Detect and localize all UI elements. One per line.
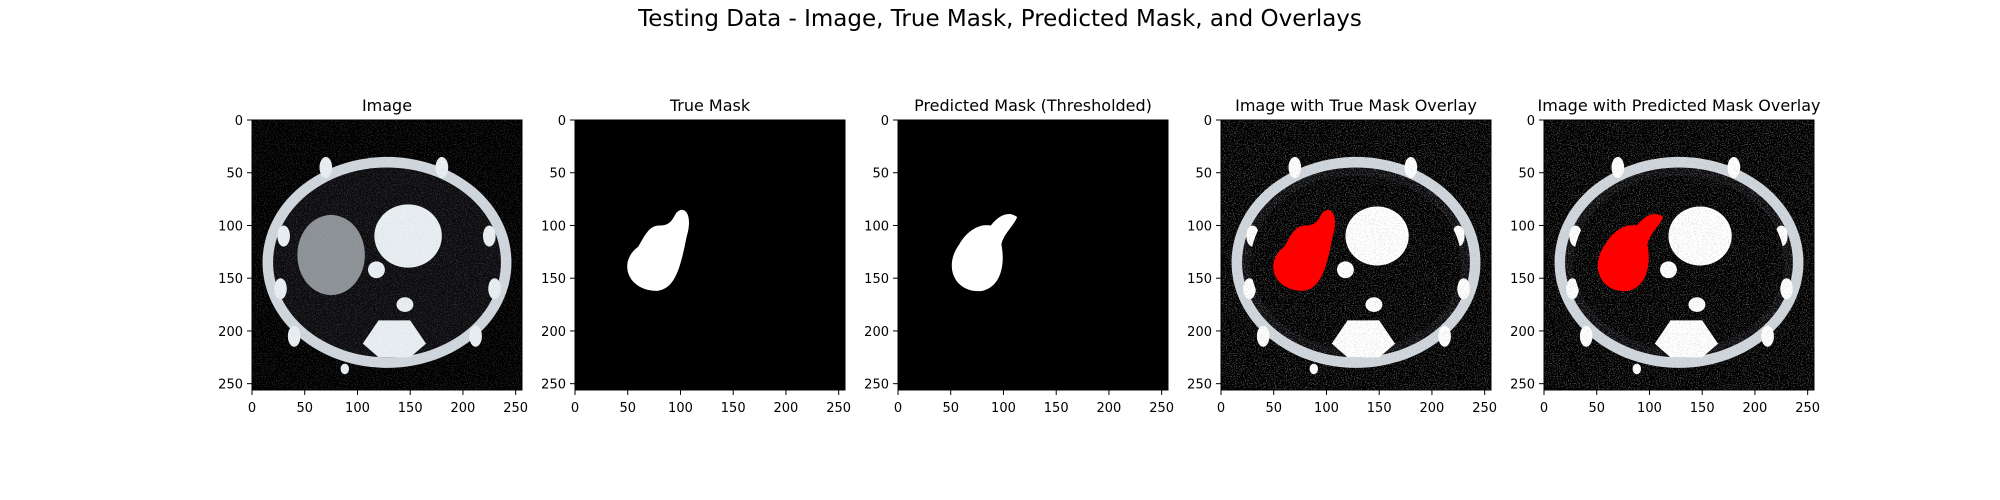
y-tick-label: 150: [541, 272, 566, 287]
y-tick-label: 200: [1510, 325, 1535, 340]
y-tick-label: 0: [235, 114, 243, 129]
x-tick-label: 50: [1265, 401, 1282, 416]
y-tick-label: 250: [1510, 378, 1535, 393]
x-tick-label: 150: [398, 401, 423, 416]
y-tick-label: 100: [1510, 219, 1535, 234]
y-tick-label: 200: [218, 325, 243, 340]
image-area: [1544, 120, 1814, 390]
x-tick-label: 250: [1795, 401, 1820, 416]
x-tick-label: 50: [942, 401, 959, 416]
y-tick-label: 50: [226, 167, 243, 182]
y-tick-label: 100: [218, 219, 243, 234]
x-tick-label: 150: [721, 401, 746, 416]
y-tick-label: 150: [1187, 272, 1212, 287]
x-tick-label: 50: [619, 401, 636, 416]
x-tick-label: 200: [1097, 401, 1122, 416]
x-tick-label: 0: [248, 401, 256, 416]
x-tick-label: 250: [826, 401, 851, 416]
subplot-title: Predicted Mask (Thresholded): [914, 96, 1152, 115]
subplot-pred-mask: Predicted Mask (Thresholded) 0 50 100 150 200…: [864, 96, 1174, 416]
x-tick-label: 150: [1367, 401, 1392, 416]
y-tick-label: 200: [541, 325, 566, 340]
y-tick-label: 200: [864, 325, 889, 340]
y-tick-label: 150: [218, 272, 243, 287]
y-tick-label: 100: [864, 219, 889, 234]
y-tick-label: 250: [1187, 378, 1212, 393]
x-tick-label: 0: [571, 401, 579, 416]
x-tick-label: 250: [1149, 401, 1174, 416]
x-tick-label: 150: [1690, 401, 1715, 416]
y-tick-label: 250: [218, 378, 243, 393]
subplot-title: Image: [362, 96, 412, 115]
x-tick-label: 100: [991, 401, 1016, 416]
y-tick-label: 200: [1187, 325, 1212, 340]
texture-noise: [252, 120, 522, 390]
x-tick-label: 200: [451, 401, 476, 416]
x-tick-label: 100: [345, 401, 370, 416]
threshold-speckle: [1544, 120, 1814, 390]
x-tick-label: 50: [1588, 401, 1605, 416]
subplot-title: Image with True Mask Overlay: [1235, 96, 1477, 115]
x-tick-label: 250: [1472, 401, 1497, 416]
image-background: [575, 120, 845, 390]
subplot-title: True Mask: [669, 96, 751, 115]
y-tick-label: 50: [1518, 167, 1535, 182]
x-tick-label: 100: [668, 401, 693, 416]
y-tick-label: 50: [1195, 167, 1212, 182]
y-tick-label: 250: [864, 378, 889, 393]
y-tick-label: 100: [541, 219, 566, 234]
y-tick-label: 0: [1527, 114, 1535, 129]
image-background: [898, 120, 1168, 390]
threshold-speckle: [1221, 120, 1491, 390]
x-tick-label: 200: [1743, 401, 1768, 416]
x-tick-label: 200: [774, 401, 799, 416]
x-tick-label: 100: [1314, 401, 1339, 416]
subplot-true-overlay: Image with True Mask Overlay 0 50 100 150 200…: [1187, 96, 1497, 416]
y-tick-label: 0: [1204, 114, 1212, 129]
x-tick-label: 250: [503, 401, 528, 416]
x-tick-label: 50: [296, 401, 313, 416]
y-tick-label: 150: [864, 272, 889, 287]
y-tick-label: 0: [881, 114, 889, 129]
subplot-ct: Image 0 50 100 150 200 250 0 50 100 150 200 250: [218, 96, 528, 416]
image-area: [1221, 120, 1491, 390]
subplot-true-mask: True Mask 0 50 100 150 200 250 0 50 100 150 200 250: [541, 96, 851, 416]
x-tick-label: 0: [894, 401, 902, 416]
x-tick-label: 100: [1637, 401, 1662, 416]
x-tick-label: 0: [1217, 401, 1225, 416]
x-tick-label: 0: [1540, 401, 1548, 416]
x-tick-label: 150: [1044, 401, 1069, 416]
y-tick-label: 0: [558, 114, 566, 129]
y-tick-label: 50: [872, 167, 889, 182]
y-tick-label: 250: [541, 378, 566, 393]
y-tick-label: 100: [1187, 219, 1212, 234]
y-tick-label: 150: [1510, 272, 1535, 287]
subplot-title: Image with Predicted Mask Overlay: [1538, 96, 1821, 115]
x-tick-label: 200: [1420, 401, 1445, 416]
image-area: [575, 120, 845, 390]
y-tick-label: 50: [549, 167, 566, 182]
image-area: [252, 120, 522, 390]
image-area: [898, 120, 1168, 390]
